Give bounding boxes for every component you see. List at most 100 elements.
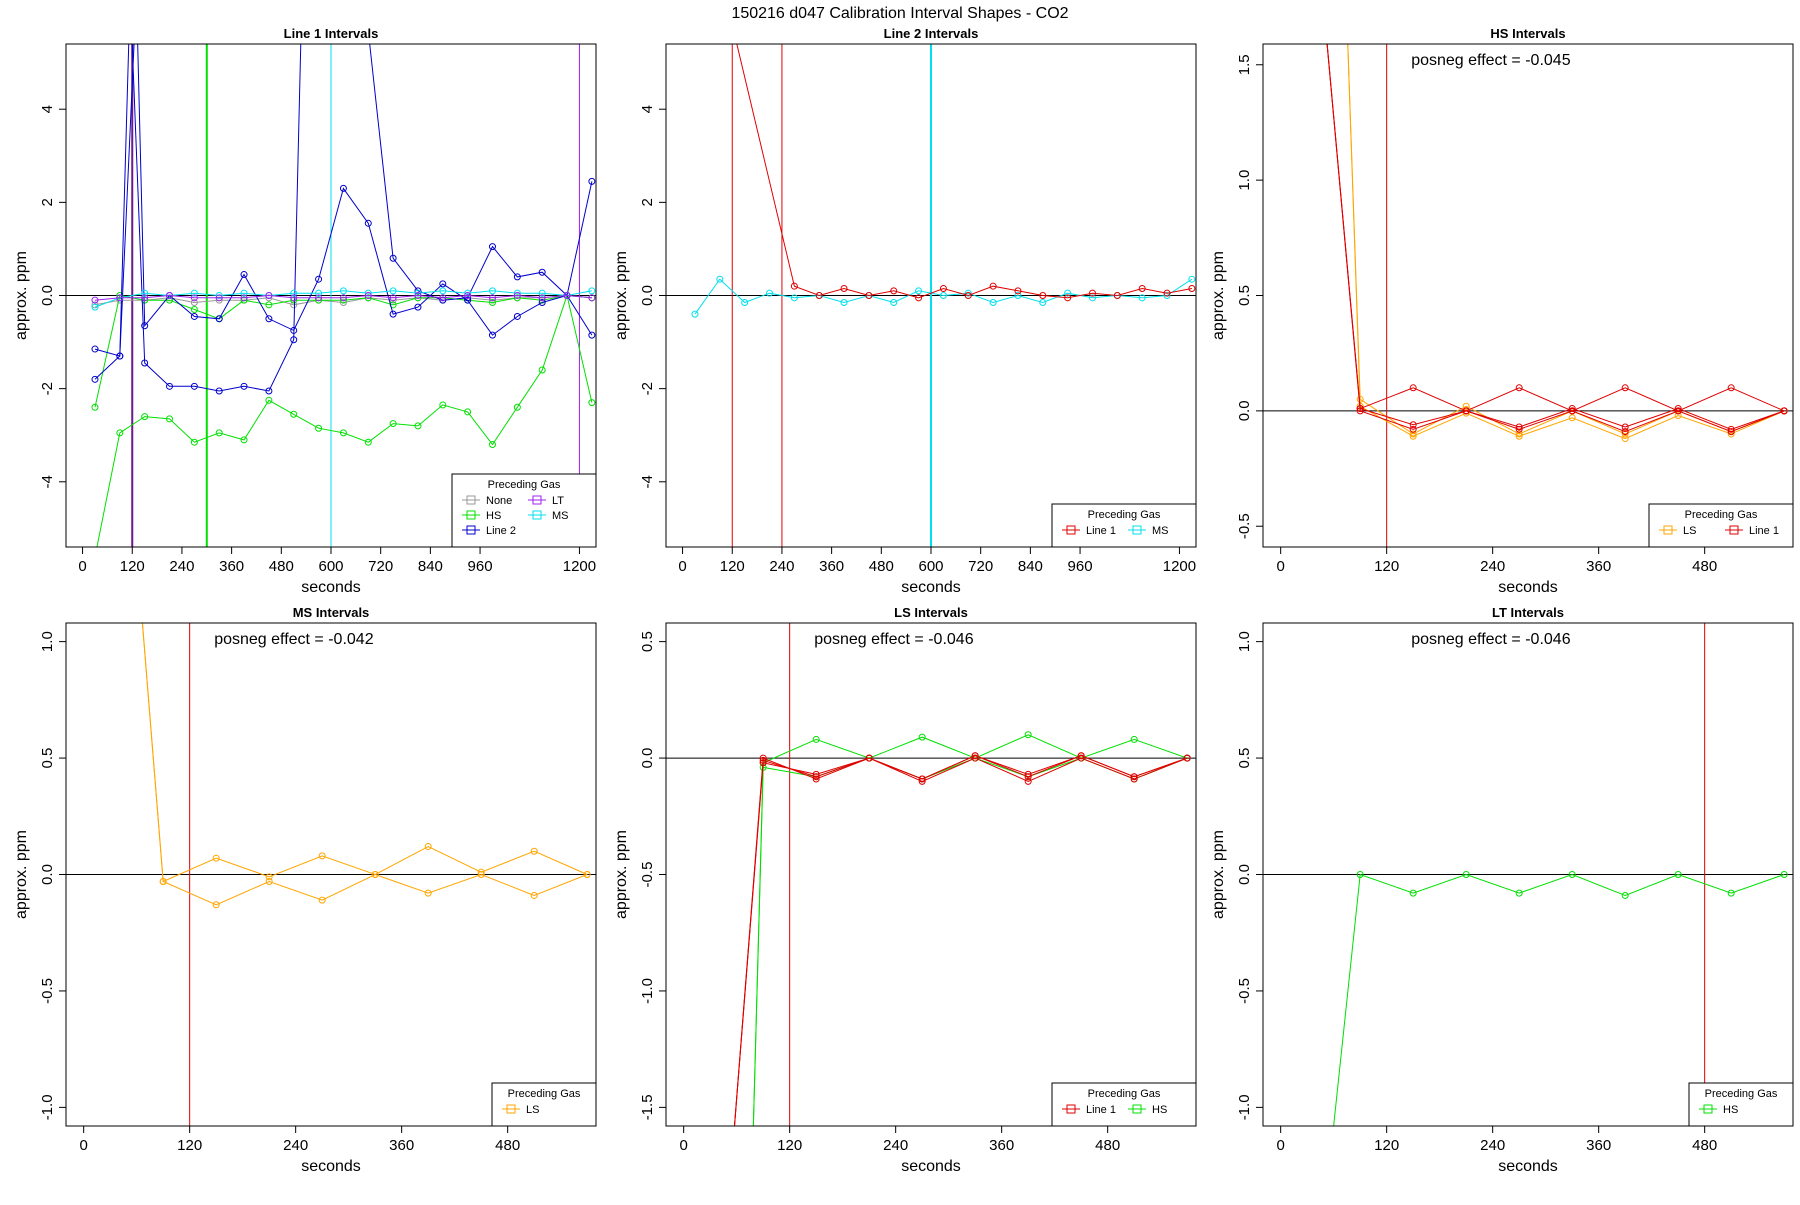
series-line-line-1 — [1326, 44, 1785, 412]
data-point — [141, 322, 149, 330]
data-point — [339, 429, 347, 437]
x-tick-label: 240 — [1480, 1137, 1505, 1154]
data-point — [915, 294, 923, 302]
data-point — [750, 1151, 756, 1157]
data-point — [389, 310, 397, 318]
data-point — [538, 296, 546, 304]
data-point — [1727, 425, 1735, 433]
y-tick-label: -1.0 — [639, 978, 656, 1004]
data-point — [371, 871, 379, 878]
data-point — [166, 292, 174, 299]
data-point — [315, 296, 323, 304]
data-point — [1515, 432, 1523, 440]
panel-title: LS Intervals — [894, 605, 968, 620]
data-point — [364, 219, 372, 227]
x-tick-label: 1200 — [563, 558, 596, 575]
data-point — [588, 294, 596, 302]
legend-box — [451, 473, 597, 548]
data-point — [918, 733, 926, 741]
panel-title: MS Intervals — [293, 605, 370, 620]
data-point — [389, 294, 397, 302]
x-tick-label: 720 — [368, 558, 393, 575]
data-point — [389, 420, 397, 428]
data-point — [190, 438, 198, 446]
data-point — [488, 294, 496, 302]
data-point — [538, 268, 546, 276]
data-point — [939, 292, 947, 299]
chart-panel-4: MS Intervals 0 120 240 360 480 seconds -1.0 -0.5… — [13, 604, 597, 1175]
data-point — [141, 359, 149, 367]
x-axis-label: seconds — [901, 579, 961, 596]
data-point — [138, 604, 144, 610]
data-point — [265, 396, 273, 404]
data-point — [1329, 1139, 1335, 1145]
data-point — [364, 292, 372, 299]
x-tick-label: 480 — [869, 558, 894, 575]
plot-area — [1263, 623, 1793, 1145]
legend-swatch-marker — [1132, 1104, 1142, 1114]
posneg-annotation: posneg effect = -0.046 — [814, 631, 973, 648]
posneg-annotation: posneg effect = -0.046 — [1411, 631, 1570, 648]
legend-swatch-marker — [1663, 525, 1673, 535]
plot-area — [1263, 44, 1793, 547]
x-tick-label: 240 — [883, 1137, 908, 1154]
x-tick-label: 960 — [1068, 558, 1093, 575]
data-point — [1024, 731, 1032, 739]
data-point — [530, 847, 538, 855]
series-line-line-2 — [94, 44, 593, 380]
data-point — [812, 735, 820, 743]
data-point — [1462, 402, 1470, 410]
legend: Preceding Gas Line 1 MS — [1051, 503, 1197, 548]
data-point — [538, 298, 546, 306]
data-point — [339, 287, 347, 295]
data-point — [1077, 752, 1085, 760]
data-point — [1077, 754, 1085, 762]
legend-swatch-marker — [466, 495, 476, 505]
data-point — [588, 287, 596, 295]
panel-title: Line 2 Intervals — [884, 26, 979, 41]
data-point — [159, 877, 167, 885]
legend-swatch-marker — [1066, 1104, 1076, 1114]
data-point — [339, 294, 347, 302]
y-tick-label: 0.0 — [39, 285, 56, 306]
data-point — [1515, 423, 1523, 431]
x-axis-label: seconds — [301, 579, 361, 596]
data-point — [1727, 384, 1735, 392]
legend-title: Preceding Gas — [1088, 1088, 1161, 1100]
data-point — [290, 410, 298, 418]
y-tick-label: -2 — [639, 382, 656, 395]
x-tick-label: 240 — [1480, 558, 1505, 575]
data-point — [1621, 428, 1629, 436]
x-tick-label: 840 — [418, 558, 443, 575]
x-tick-label: 360 — [819, 558, 844, 575]
legend-title: Preceding Gas — [1685, 509, 1758, 521]
series-line-none — [94, 294, 592, 306]
panel-title: LT Intervals — [1492, 605, 1564, 620]
data-point — [215, 292, 223, 299]
chart-panel-3: HS Intervals 0 120 240 360 480 seconds -0.5 0.0 0… — [1210, 26, 1794, 596]
data-point — [538, 366, 546, 374]
data-point — [513, 273, 521, 281]
data-point — [414, 287, 422, 295]
data-point — [265, 315, 273, 323]
y-tick-label: 0.0 — [639, 285, 656, 306]
x-tick-label: 240 — [283, 1137, 308, 1154]
data-point — [513, 292, 521, 299]
y-tick-label: 4 — [39, 105, 56, 113]
data-point — [513, 289, 521, 297]
data-point — [84, 595, 90, 601]
legend-title: Preceding Gas — [508, 1088, 581, 1100]
x-tick-label: 480 — [1692, 1137, 1717, 1154]
legend-entry: Line 2 — [486, 525, 516, 537]
data-point — [464, 294, 472, 302]
data-point — [488, 298, 496, 306]
data-point — [1188, 285, 1196, 293]
data-point — [1356, 405, 1364, 413]
legend-entry: LT — [552, 495, 564, 507]
data-point — [290, 289, 298, 297]
data-point — [1409, 425, 1417, 433]
y-tick-label: 0.0 — [39, 864, 56, 885]
x-tick-label: 0 — [78, 558, 86, 575]
x-tick-label: 120 — [1374, 1137, 1399, 1154]
